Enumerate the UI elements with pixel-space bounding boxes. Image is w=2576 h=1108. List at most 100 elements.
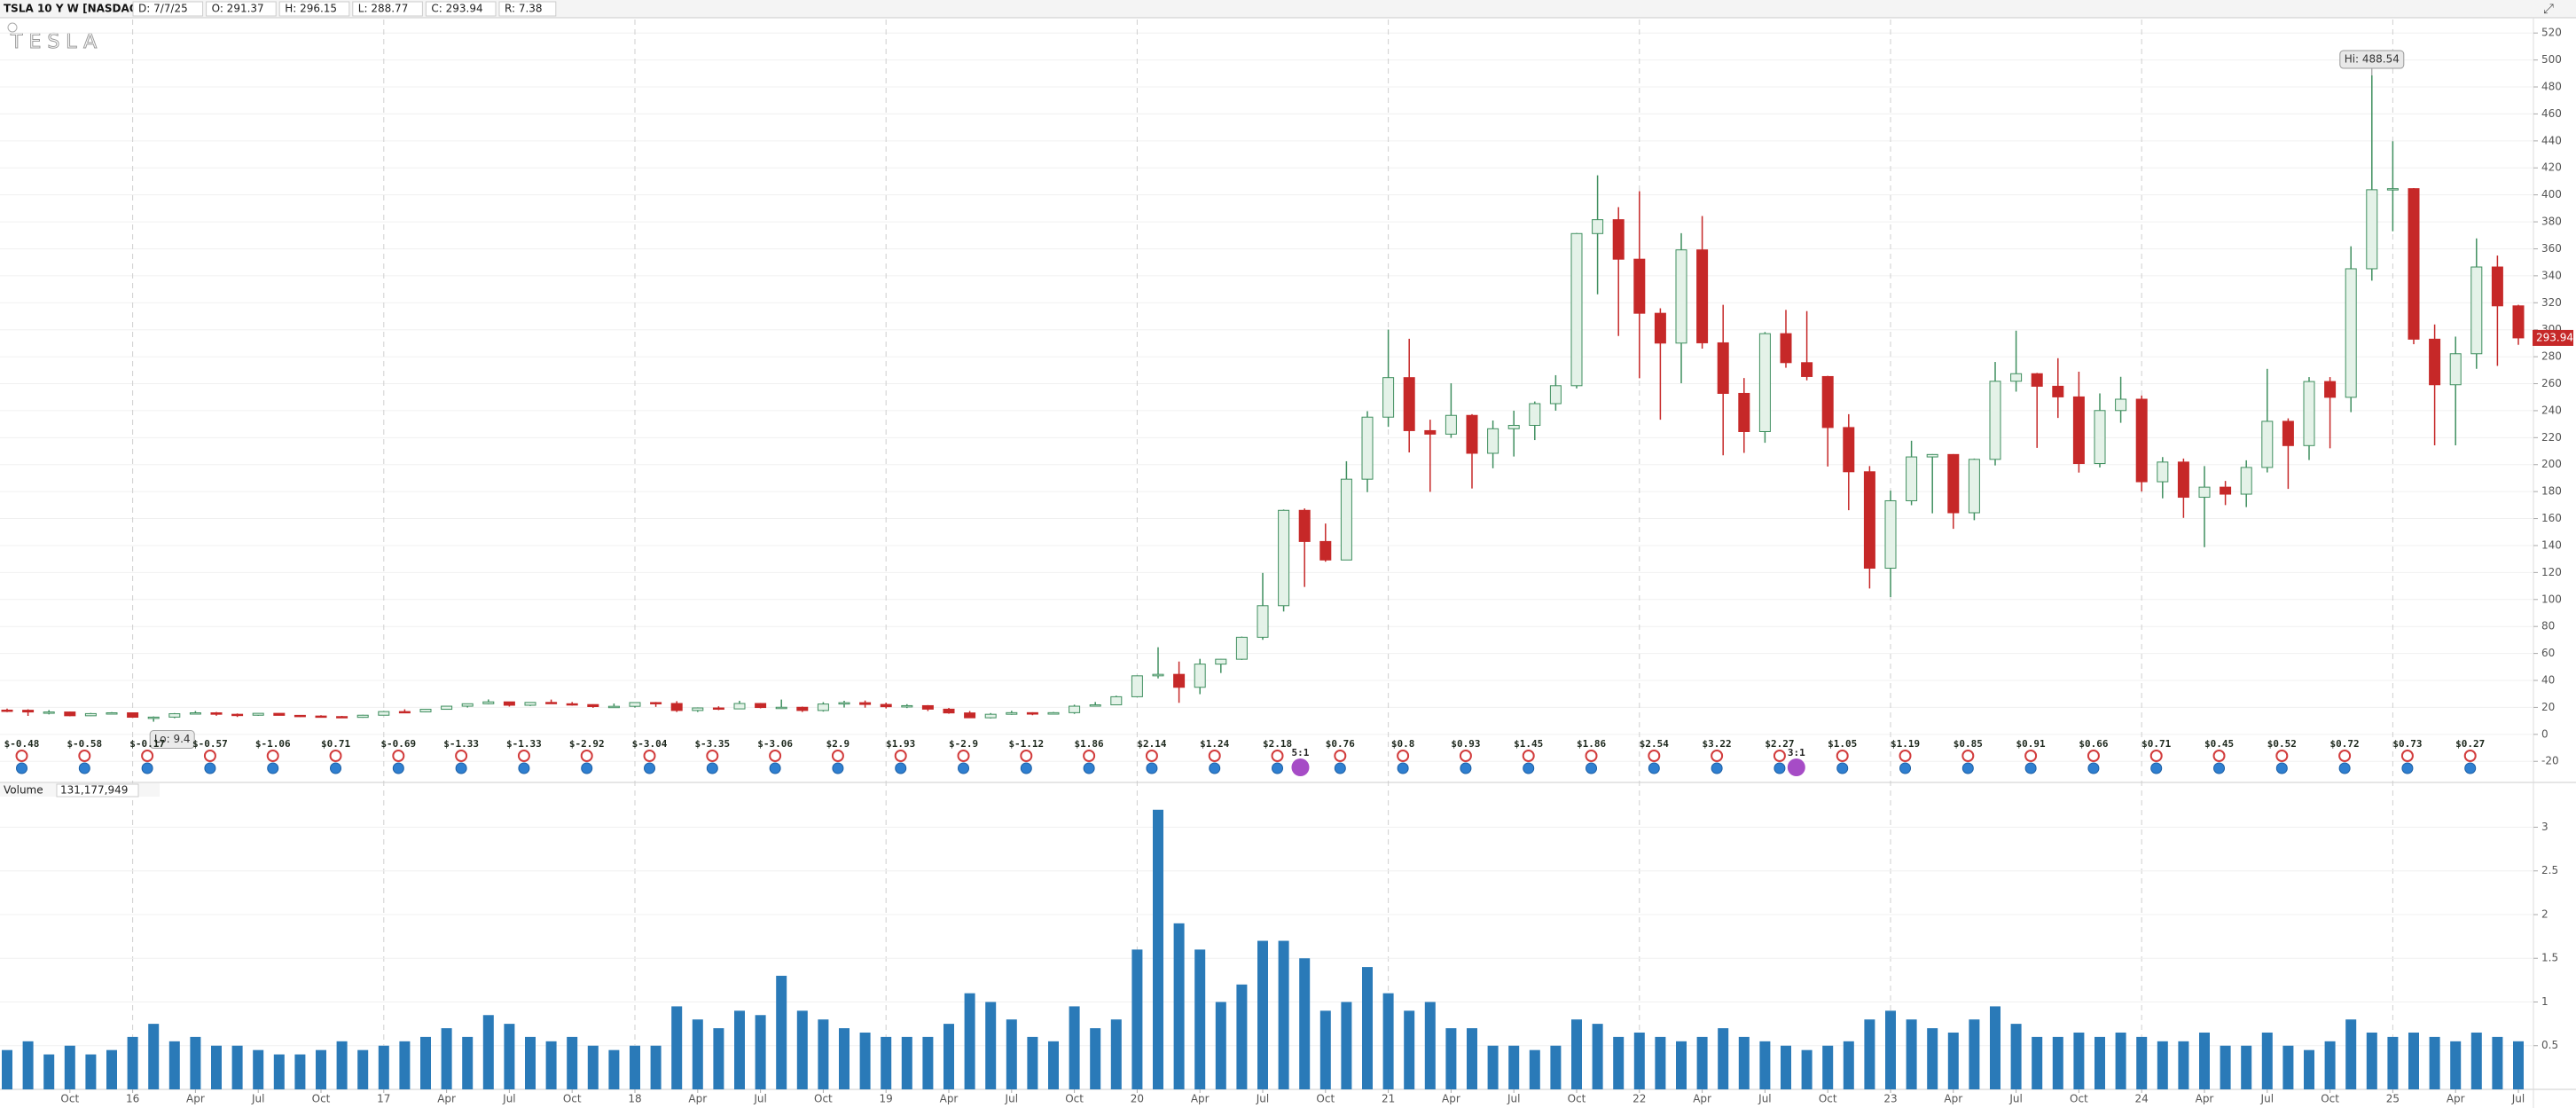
event-icon[interactable] [1773, 762, 1786, 774]
event-icon[interactable] [2213, 762, 2226, 774]
earnings-icon[interactable] [2024, 750, 2038, 762]
y-tick-label: 140 [2541, 538, 2562, 551]
earnings-icon[interactable] [2400, 750, 2414, 762]
earnings-icon[interactable] [831, 750, 844, 762]
event-icon[interactable] [1083, 762, 1095, 774]
event-icon[interactable] [1460, 762, 1472, 774]
earnings-icon[interactable] [1208, 750, 1221, 762]
earnings-icon[interactable] [580, 750, 593, 762]
event-icon[interactable] [1272, 762, 1284, 774]
earnings-icon[interactable] [1397, 750, 1410, 762]
earnings-icon[interactable] [769, 750, 782, 762]
event-icon[interactable] [1020, 762, 1032, 774]
earnings-icon[interactable] [1773, 750, 1786, 762]
event-icon[interactable] [518, 762, 530, 774]
earnings-icon[interactable] [1334, 750, 1347, 762]
earnings-icon[interactable] [78, 750, 91, 762]
candle-body [817, 703, 829, 711]
event-icon[interactable] [2024, 762, 2037, 774]
earnings-icon[interactable] [15, 750, 28, 762]
y-tick-label: 80 [2541, 620, 2555, 633]
watermark: TESLA [10, 31, 103, 53]
earnings-icon[interactable] [1459, 750, 1472, 762]
event-icon[interactable] [1146, 762, 1158, 774]
event-icon[interactable] [644, 762, 656, 774]
event-icon[interactable] [706, 762, 718, 774]
volume-bar [378, 1045, 389, 1089]
earnings-icon[interactable] [1145, 750, 1158, 762]
split-icon[interactable] [1787, 758, 1805, 776]
event-icon[interactable] [2401, 762, 2414, 774]
y-tick-label: 1 [2541, 995, 2549, 1008]
earnings-icon[interactable] [203, 750, 216, 762]
earnings-icon[interactable] [1020, 750, 1033, 762]
event-icon[interactable] [958, 762, 970, 774]
earnings-icon[interactable] [2087, 750, 2100, 762]
earnings-icon[interactable] [1711, 750, 1724, 762]
earnings-icon[interactable] [1083, 750, 1096, 762]
earnings-icon[interactable] [957, 750, 970, 762]
candle-body [252, 712, 264, 716]
event-icon[interactable] [2464, 762, 2477, 774]
earnings-label: $-3.04 [632, 738, 668, 750]
earnings-icon[interactable] [329, 750, 342, 762]
earnings-icon[interactable] [141, 750, 154, 762]
volume-title: Volume [4, 784, 43, 797]
event-icon[interactable] [2275, 762, 2288, 774]
earnings-icon[interactable] [1271, 750, 1284, 762]
earnings-icon[interactable] [1585, 750, 1598, 762]
event-icon[interactable] [769, 762, 781, 774]
x-tick-label: Oct [1065, 1093, 1084, 1105]
event-icon[interactable] [1209, 762, 1221, 774]
earnings-icon[interactable] [1899, 750, 1912, 762]
earnings-icon[interactable] [2338, 750, 2352, 762]
earnings-icon[interactable] [894, 750, 907, 762]
event-icon[interactable] [581, 762, 593, 774]
event-icon[interactable] [2150, 762, 2163, 774]
event-icon[interactable] [141, 762, 153, 774]
earnings-icon[interactable] [455, 750, 468, 762]
volume-bar [1131, 949, 1143, 1089]
event-icon[interactable] [78, 762, 90, 774]
event-icon[interactable] [895, 762, 907, 774]
earnings-icon[interactable] [1648, 750, 1661, 762]
earnings-icon[interactable] [1961, 750, 1975, 762]
y-tick-label: 100 [2541, 593, 2562, 605]
event-icon[interactable] [1334, 762, 1346, 774]
earnings-icon[interactable] [1522, 750, 1535, 762]
earnings-icon[interactable] [2212, 750, 2226, 762]
candle-body [84, 712, 97, 717]
candle-body [880, 703, 892, 708]
event-icon[interactable] [1586, 762, 1598, 774]
earnings-icon[interactable] [517, 750, 530, 762]
event-icon[interactable] [2338, 762, 2351, 774]
earnings-icon[interactable] [392, 750, 405, 762]
x-tick-label: Jul [1758, 1093, 1771, 1105]
event-icon[interactable] [1836, 762, 1849, 774]
event-icon[interactable] [1648, 762, 1660, 774]
earnings-icon[interactable] [706, 750, 719, 762]
event-icon[interactable] [1899, 762, 1912, 774]
zoom-icon[interactable]: ⤢ [2543, 1, 2555, 17]
event-icon[interactable] [1523, 762, 1535, 774]
earnings-icon[interactable] [266, 750, 279, 762]
event-icon[interactable] [1397, 762, 1409, 774]
event-icon[interactable] [16, 762, 28, 774]
earnings-label: $1.24 [1200, 738, 1229, 750]
event-icon[interactable] [204, 762, 216, 774]
event-icon[interactable] [330, 762, 342, 774]
earnings-icon[interactable] [2149, 750, 2163, 762]
event-icon[interactable] [1711, 762, 1723, 774]
split-icon[interactable] [1291, 758, 1310, 776]
event-icon[interactable] [392, 762, 404, 774]
event-icon[interactable] [455, 762, 467, 774]
earnings-icon[interactable] [2463, 750, 2477, 762]
event-icon[interactable] [1961, 762, 1974, 774]
earnings-icon[interactable] [2275, 750, 2289, 762]
event-icon[interactable] [832, 762, 844, 774]
earnings-icon[interactable] [643, 750, 656, 762]
info-icon[interactable] [7, 22, 18, 33]
event-icon[interactable] [2087, 762, 2100, 774]
earnings-icon[interactable] [1836, 750, 1849, 762]
event-icon[interactable] [267, 762, 279, 774]
